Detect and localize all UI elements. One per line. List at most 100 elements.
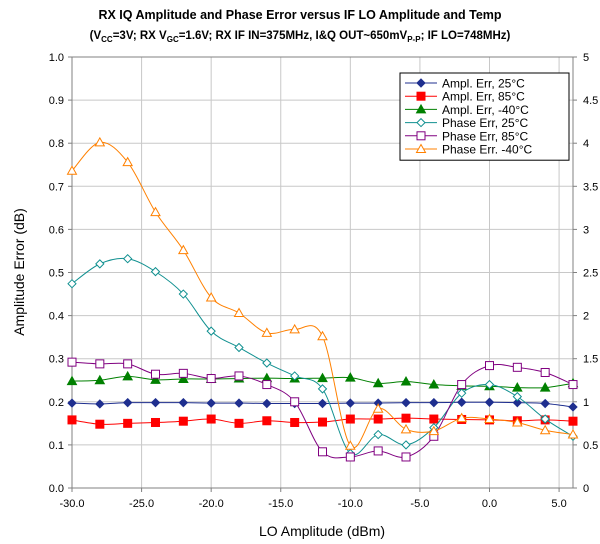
y-tick-label: 0.7 [49, 181, 64, 193]
y-tick-label: 0.1 [49, 440, 64, 452]
data-point [373, 414, 383, 424]
data-point [262, 416, 272, 426]
y2-tick-label: 1 [583, 397, 589, 409]
legend-item: Phase Err, 25°C [405, 116, 529, 130]
data-point [539, 382, 551, 392]
data-point [177, 373, 189, 383]
data-point [401, 440, 411, 450]
data-point [262, 380, 272, 390]
data-point [372, 377, 384, 388]
y2-tick-label: 4.5 [583, 95, 598, 107]
data-point [428, 425, 440, 436]
data-point [95, 399, 105, 409]
y-tick-label: 0.2 [49, 397, 64, 409]
y2-tick-label: 2.5 [583, 268, 598, 280]
data-point [234, 342, 244, 353]
data-point [540, 414, 550, 424]
legend-marker [416, 131, 426, 141]
series-5 [66, 136, 579, 450]
data-point [484, 379, 495, 390]
data-point [401, 452, 411, 462]
data-point [512, 397, 523, 408]
y2-tick-label: 1.5 [583, 354, 598, 366]
data-point [401, 397, 411, 408]
data-point [484, 397, 495, 407]
data-point [428, 379, 440, 389]
legend-label: Phase Err. -40°C [442, 143, 533, 157]
legend-box [399, 72, 570, 161]
ticks: 0.0 0 0.1 0.5 0.2 1 0.3 1.5 0.4 2 0.5 2.5 0.6 3 0.7 3.5… [49, 52, 599, 510]
legend-item: Ampl. Err, 25°C [405, 77, 525, 91]
data-point [344, 372, 356, 382]
data-point [568, 402, 578, 412]
x-tick-label: -20.0 [199, 498, 224, 510]
series-4 [67, 357, 578, 462]
data-point [234, 418, 244, 428]
data-point [485, 361, 494, 371]
data-point [344, 440, 356, 450]
legend-label: Ampl. Err, 85°C [442, 90, 525, 104]
legend-marker [416, 91, 426, 101]
y2-tick-label: 4 [583, 138, 589, 150]
y-tick-label: 0.9 [49, 95, 64, 107]
y-tick-label: 0.5 [49, 268, 64, 280]
legend-marker [416, 117, 426, 128]
data-point [234, 398, 244, 408]
y-tick-label: 0.3 [49, 354, 64, 366]
data-point [206, 414, 216, 424]
y2-tick-label: 3.5 [583, 181, 598, 193]
data-point [540, 367, 550, 377]
data-point [456, 388, 467, 398]
data-point [66, 165, 78, 175]
data-point [457, 380, 467, 390]
x-tick-label: 0.0 [482, 498, 497, 510]
data-point [373, 446, 383, 456]
data-point [95, 359, 105, 369]
x-tick-label: -15.0 [268, 498, 293, 510]
y2-tick-label: 2 [583, 311, 589, 323]
data-point [206, 326, 216, 336]
y-axis-label: Amplitude Error (dB) [11, 208, 27, 336]
data-point [401, 413, 411, 423]
data-point [150, 266, 161, 277]
legend-label: Phase Err, 85°C [442, 129, 529, 143]
data-point [122, 156, 134, 167]
data-point [317, 330, 328, 341]
data-point [345, 452, 355, 462]
data-point [67, 357, 77, 367]
data-point [67, 415, 77, 425]
data-point [206, 374, 216, 384]
data-point [512, 362, 522, 372]
data-point [66, 375, 78, 386]
data-point [318, 447, 327, 457]
legend-marker [415, 143, 427, 153]
y-tick-label: 0.4 [49, 311, 64, 323]
data-point [122, 370, 134, 381]
data-point [67, 278, 77, 289]
y2-tick-label: 5 [583, 52, 589, 64]
legend-label: Ampl. Err, -40°C [442, 103, 529, 117]
data-point [150, 374, 161, 384]
data-point [512, 391, 523, 402]
data-point [429, 414, 439, 424]
data-point [511, 382, 523, 392]
data-point [123, 359, 133, 369]
legend-item: Phase Err. -40°C [405, 143, 533, 157]
data-point [233, 307, 245, 318]
data-point [540, 398, 550, 409]
data-point [345, 414, 355, 424]
data-point [568, 380, 578, 390]
legend-marker [415, 103, 427, 114]
data-point [456, 412, 468, 423]
data-point [456, 397, 467, 407]
y-tick-label: 0.0 [49, 483, 64, 495]
x-tick-label: 5.0 [551, 498, 566, 510]
data-point [205, 291, 217, 302]
data-point [151, 369, 160, 379]
data-point [289, 371, 300, 381]
data-point [95, 259, 105, 269]
data-point [94, 374, 106, 385]
data-point [206, 398, 216, 408]
